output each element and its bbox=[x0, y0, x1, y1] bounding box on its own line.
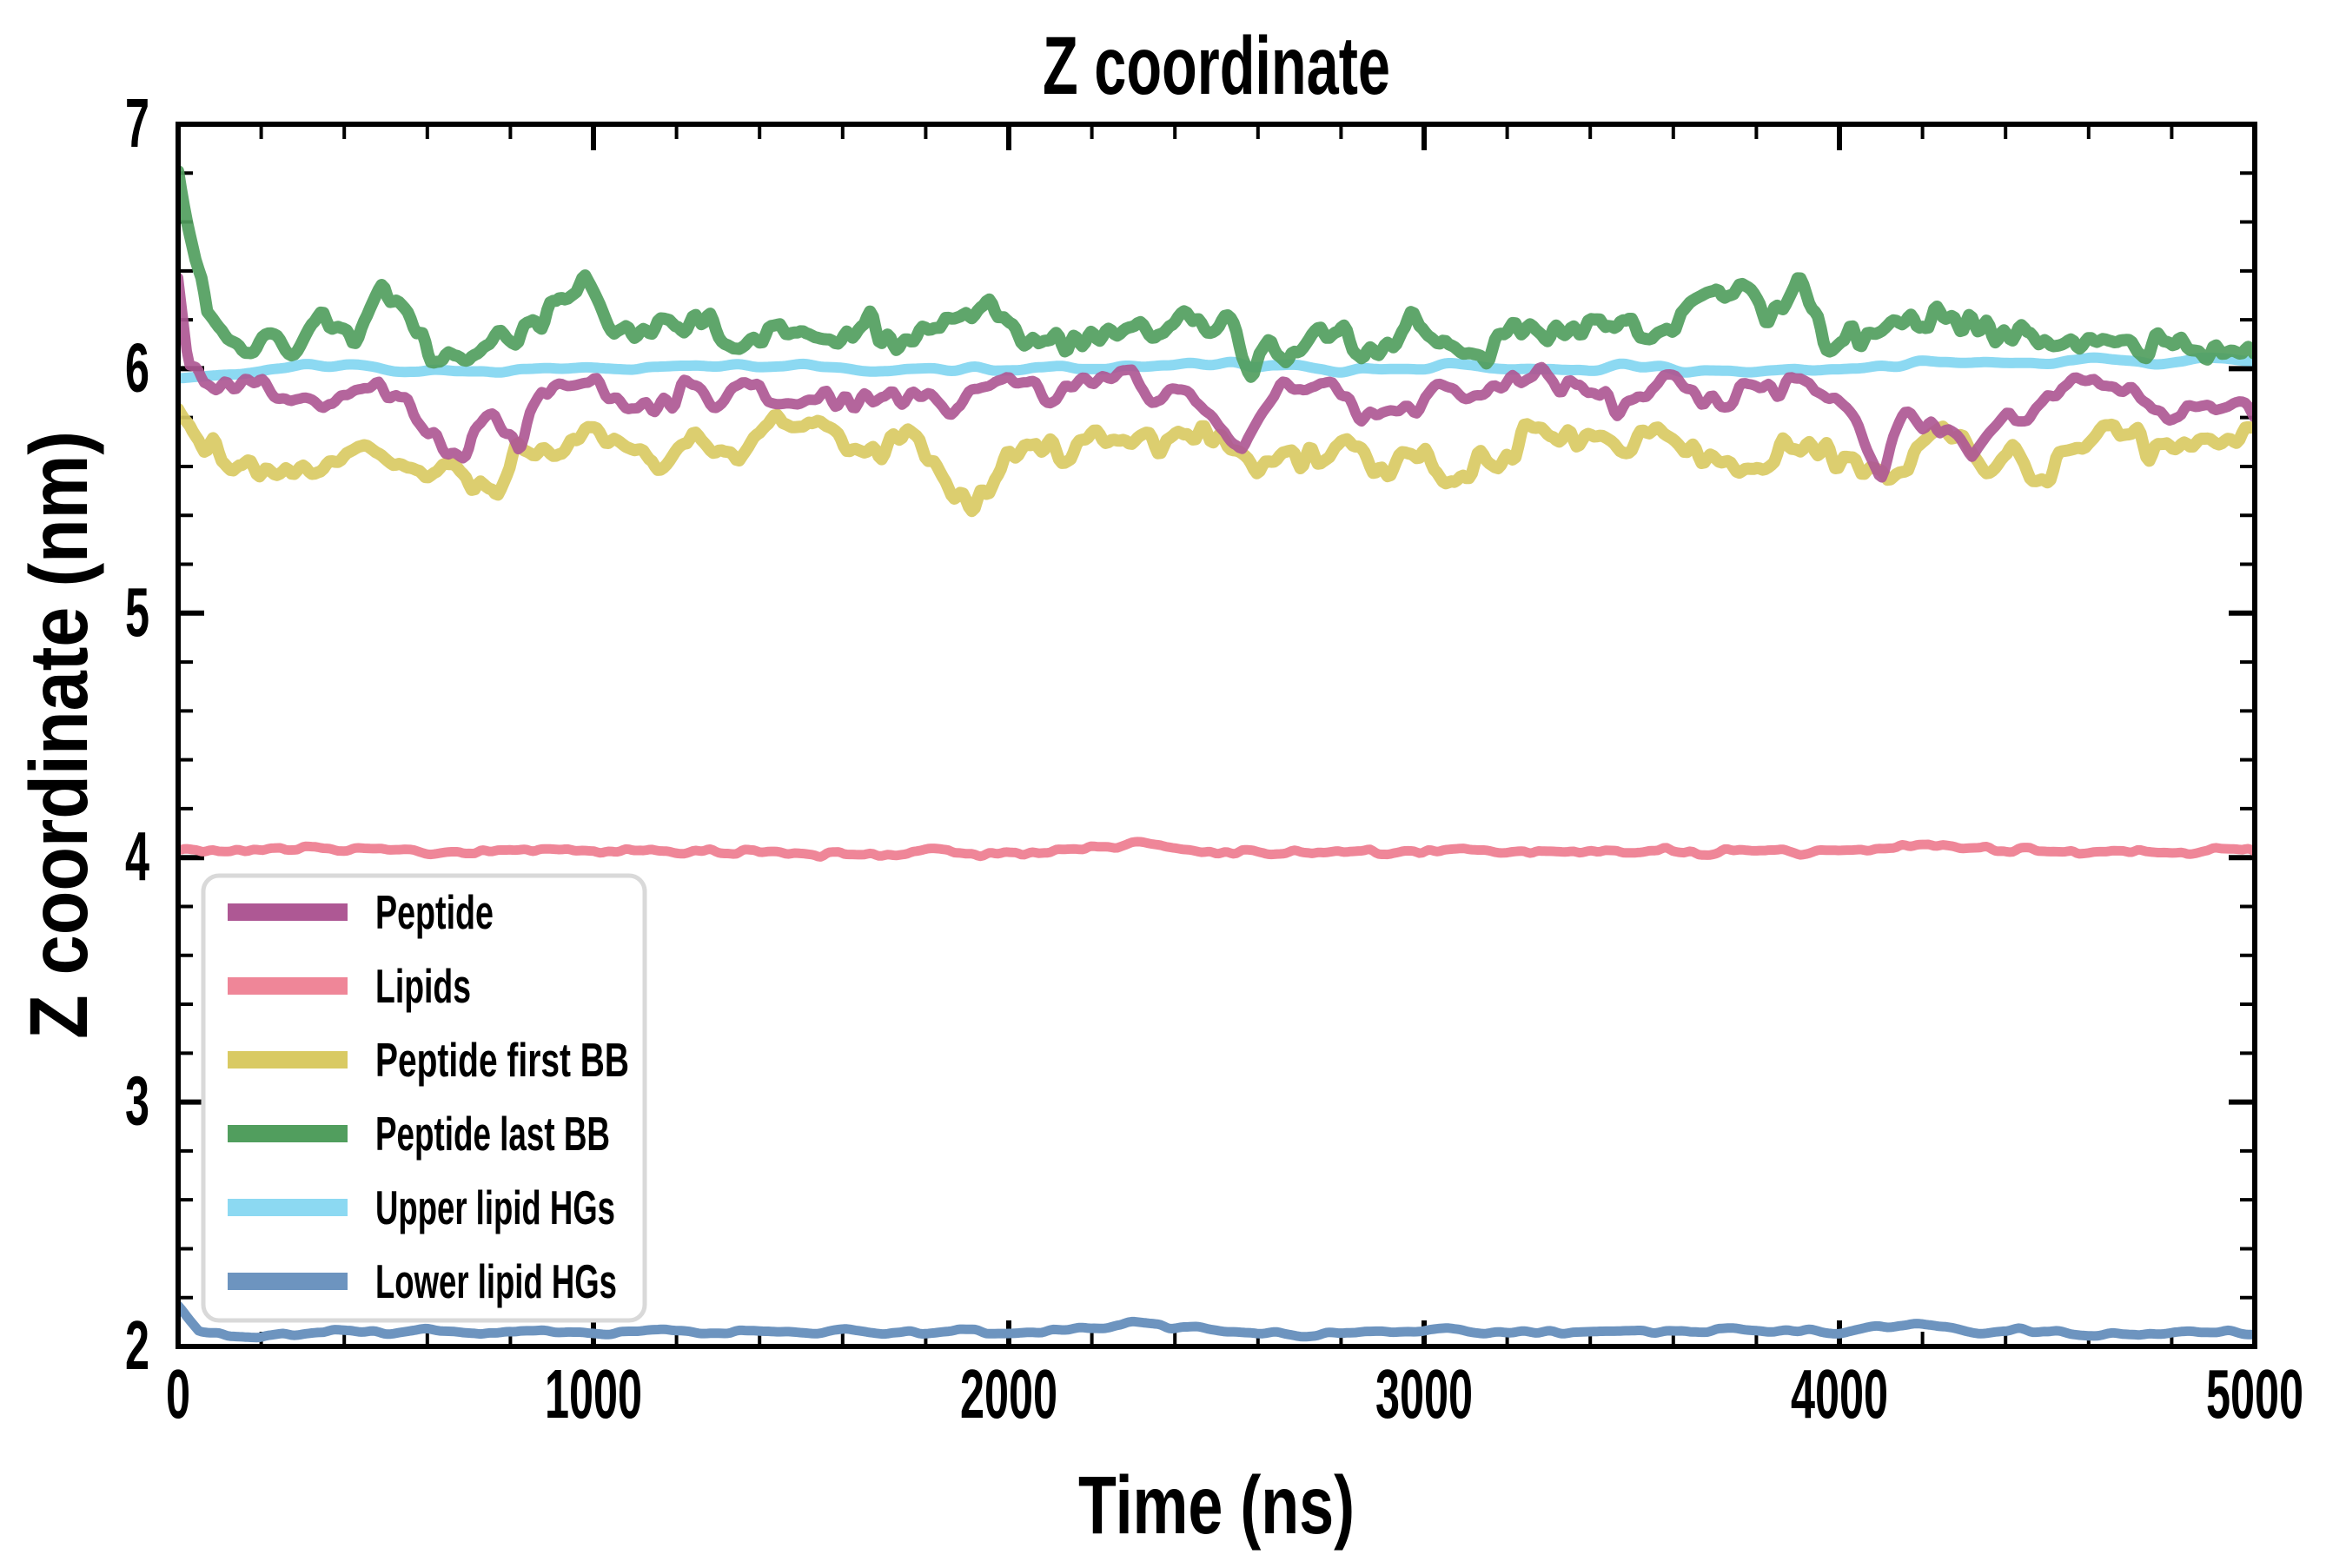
x-axis-label: Time (ns) bbox=[1078, 1459, 1355, 1551]
legend-item-lower-lipid-hgs: Lower lipid HGs bbox=[228, 1254, 617, 1308]
legend-label-upper-lipid-hgs: Upper lipid HGs bbox=[375, 1181, 615, 1234]
tick-label: 6 bbox=[125, 328, 149, 406]
tick-label: 5 bbox=[125, 573, 149, 651]
legend-label-lower-lipid-hgs: Lower lipid HGs bbox=[375, 1254, 617, 1308]
series-line-lipids bbox=[178, 837, 2255, 862]
tick-label: 1000 bbox=[545, 1355, 642, 1432]
legend-label-peptide-last-bb: Peptide last BB bbox=[375, 1107, 610, 1161]
axis-tick-labels: 0 1000 2000 3000 4000 5000 2 3 4 5 6 7 bbox=[125, 84, 2303, 1432]
tick-label: 0 bbox=[166, 1355, 190, 1432]
legend-item-peptide-first-bb: Peptide first BB bbox=[228, 1033, 629, 1087]
legend-item-peptide: Peptide bbox=[228, 885, 494, 939]
plot-frame bbox=[176, 122, 2257, 1349]
tick-label: 5000 bbox=[2206, 1355, 2303, 1432]
series-line-peptide-last-bb bbox=[178, 165, 2255, 383]
legend-label-peptide-first-bb: Peptide first BB bbox=[375, 1033, 629, 1087]
y-axis-label: Z coordinate (nm) bbox=[13, 431, 105, 1039]
tick-label: 3 bbox=[125, 1062, 149, 1140]
series-line-peptide bbox=[178, 272, 2255, 483]
series-line-lower-lipid-hgs bbox=[178, 1300, 2255, 1343]
tick-label: 4 bbox=[125, 817, 149, 895]
tick-label: 4000 bbox=[1791, 1355, 1888, 1432]
series-lines bbox=[178, 165, 2255, 1343]
chart-title: Z coordinate bbox=[1043, 20, 1390, 112]
legend-label-lipids: Lipids bbox=[375, 959, 471, 1013]
legend-item-lipids: Lipids bbox=[228, 959, 471, 1013]
legend-item-peptide-last-bb: Peptide last BB bbox=[228, 1107, 610, 1161]
legend-label-peptide: Peptide bbox=[375, 885, 494, 939]
tick-label: 2 bbox=[125, 1307, 149, 1384]
legend: Peptide Lipids Peptide first BB Peptide … bbox=[201, 873, 647, 1323]
tick-label: 7 bbox=[125, 84, 149, 162]
tick-label: 2000 bbox=[960, 1355, 1057, 1432]
tick-label: 3000 bbox=[1375, 1355, 1473, 1432]
series-line-upper-lipid-hgs bbox=[178, 352, 2255, 384]
legend-item-upper-lipid-hgs: Upper lipid HGs bbox=[228, 1181, 615, 1234]
